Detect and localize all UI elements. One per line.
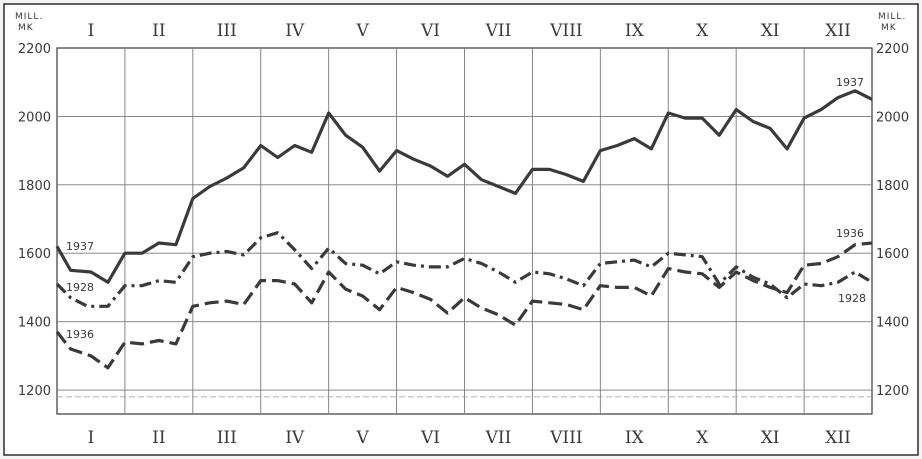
month-labels-bottom: I II III IV V VI VII VIII IX X XI XII: [88, 428, 851, 448]
month-bottom-IX: IX: [625, 428, 645, 448]
month-bottom-VIII: VIII: [549, 428, 582, 448]
y-tick-right-1600: 1600: [876, 247, 909, 262]
y-tick-left-2200: 2200: [18, 42, 51, 57]
series-layer: [55, 89, 873, 370]
series-label-end-1937: 1937: [836, 76, 864, 89]
right-unit-line-1: MILL.: [878, 12, 906, 22]
left-unit-label: MILL. MK: [15, 12, 43, 33]
month-top-X: X: [696, 21, 709, 41]
series-label-start-1936: 1936: [66, 328, 94, 341]
month-top-VI: VI: [420, 21, 440, 41]
right-unit-line-2: MK: [881, 23, 897, 33]
month-top-V: V: [355, 21, 369, 41]
month-top-VII: VII: [485, 21, 512, 41]
series-labels: 1937 1937 1928 1928 1936 1936: [66, 76, 866, 341]
y-tick-left-1800: 1800: [18, 179, 51, 194]
month-bottom-IV: IV: [285, 428, 305, 448]
month-top-I: I: [88, 21, 95, 41]
month-bottom-X: X: [696, 428, 709, 448]
series-label-start-1928: 1928: [66, 281, 94, 294]
grid: [57, 48, 872, 414]
month-bottom-XII: XII: [825, 428, 851, 448]
y-tick-right-2200: 2200: [876, 42, 909, 57]
y-tick-left-2000: 2000: [18, 110, 51, 125]
month-top-II: II: [152, 21, 165, 41]
series-label-start-1937: 1937: [66, 240, 94, 253]
series-line-1928: [55, 231, 873, 308]
left-unit-line-1: MILL.: [15, 12, 43, 22]
y-axis-left: 1200 1400 1600 1800 2000 2200: [18, 42, 51, 399]
month-bottom-III: III: [217, 428, 237, 448]
month-top-XII: XII: [825, 21, 851, 41]
series-label-end-1936: 1936: [836, 227, 864, 240]
y-tick-right-1400: 1400: [876, 316, 909, 331]
series-line-1937: [55, 89, 873, 284]
y-tick-right-1200: 1200: [876, 384, 909, 399]
month-top-IV: IV: [285, 21, 305, 41]
series-line-1936: [55, 241, 873, 370]
series-label-end-1928: 1928: [838, 292, 866, 305]
month-top-VIII: VIII: [549, 21, 582, 41]
month-bottom-V: V: [355, 428, 369, 448]
y-tick-right-1800: 1800: [876, 179, 909, 194]
y-axis-right: 1200 1400 1600 1800 2000 2200: [876, 42, 909, 399]
right-unit-label: MILL. MK: [878, 12, 906, 33]
left-unit-line-2: MK: [18, 23, 34, 33]
month-top-III: III: [217, 21, 237, 41]
y-tick-left-1600: 1600: [18, 247, 51, 262]
y-tick-right-2000: 2000: [876, 110, 909, 125]
month-bottom-VI: VI: [420, 428, 440, 448]
month-labels-top: I II III IV V VI VII VIII IX X XI XII: [88, 21, 851, 41]
month-bottom-XI: XI: [761, 428, 780, 448]
month-bottom-I: I: [88, 428, 95, 448]
month-top-XI: XI: [761, 21, 780, 41]
y-tick-left-1400: 1400: [18, 316, 51, 331]
month-bottom-II: II: [152, 428, 165, 448]
month-top-IX: IX: [625, 21, 645, 41]
y-tick-left-1200: 1200: [18, 384, 51, 399]
month-bottom-VII: VII: [485, 428, 512, 448]
